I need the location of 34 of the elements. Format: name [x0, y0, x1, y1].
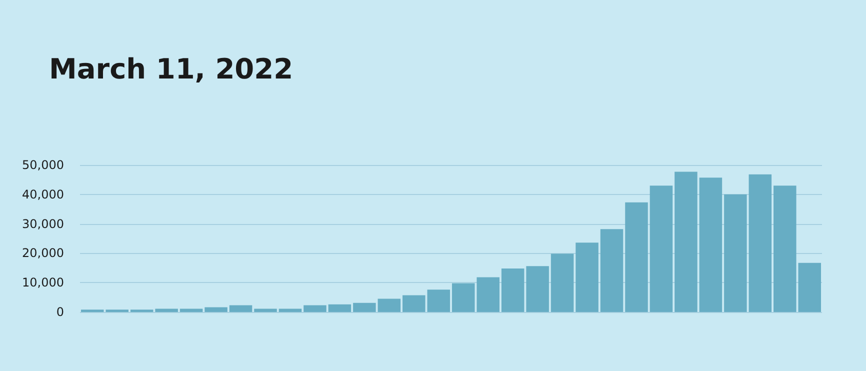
bar	[353, 302, 376, 312]
bar	[724, 194, 747, 312]
bar	[650, 186, 673, 312]
bar	[328, 304, 352, 312]
bar	[304, 305, 326, 312]
y-tick-label: 50,000	[22, 158, 64, 172]
bar	[550, 254, 574, 312]
bar	[526, 266, 549, 312]
bar	[476, 277, 500, 312]
y-tick-label: 10,000	[22, 276, 64, 290]
bar	[699, 178, 722, 312]
bar	[674, 172, 698, 312]
bar	[625, 202, 648, 312]
chart-title: March 11, 2022	[49, 52, 294, 86]
bar	[180, 308, 203, 312]
y-tick-label: 0	[56, 305, 64, 319]
bar	[204, 307, 228, 312]
bar	[774, 186, 796, 312]
bar	[229, 305, 252, 312]
y-tick-label: 20,000	[22, 246, 64, 260]
bar	[798, 262, 822, 312]
bar	[427, 290, 450, 312]
bar	[748, 174, 772, 312]
bar	[501, 268, 524, 312]
y-tick-label: 40,000	[22, 187, 64, 202]
bar	[576, 242, 598, 312]
bar	[155, 308, 178, 312]
y-tick-label: 30,000	[22, 216, 64, 231]
bar	[254, 308, 277, 312]
bar	[452, 283, 475, 312]
bar	[600, 229, 624, 312]
bar	[278, 308, 302, 312]
bar	[402, 295, 426, 312]
bar	[378, 298, 401, 312]
